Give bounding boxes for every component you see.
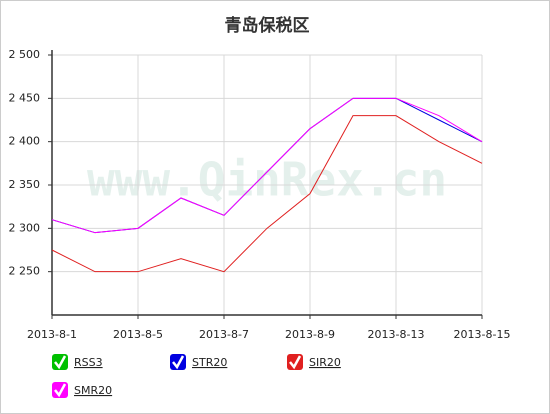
legend-check bbox=[172, 355, 185, 370]
y-tick-label: 2 500 bbox=[9, 48, 41, 61]
legend-check bbox=[54, 355, 67, 370]
legend-item[interactable]: RSS3 bbox=[52, 354, 103, 370]
series-line bbox=[51, 115, 483, 273]
legend-item[interactable]: STR20 bbox=[170, 354, 227, 370]
y-tick-label: 2 250 bbox=[9, 265, 41, 278]
x-tick-label: 2013-8-7 bbox=[199, 328, 249, 341]
y-tick-label: 2 450 bbox=[9, 91, 41, 104]
watermark: www.QinRex.cn bbox=[87, 153, 447, 207]
legend-item[interactable]: SMR20 bbox=[52, 382, 112, 398]
legend-label[interactable]: RSS3 bbox=[74, 356, 103, 369]
y-tick-label: 2 300 bbox=[9, 221, 41, 234]
legend-label[interactable]: SMR20 bbox=[74, 384, 112, 397]
y-tick-label: 2 400 bbox=[9, 135, 41, 148]
y-tick-label: 2 350 bbox=[9, 178, 41, 191]
legend-label[interactable]: SIR20 bbox=[309, 356, 341, 369]
legend-check bbox=[289, 355, 302, 370]
x-tick-label: 2013-8-1 bbox=[27, 328, 77, 341]
x-tick-label: 2013-8-9 bbox=[285, 328, 335, 341]
legend-label[interactable]: STR20 bbox=[192, 356, 227, 369]
legend-check bbox=[54, 383, 67, 398]
x-tick-label: 2013-8-13 bbox=[368, 328, 425, 341]
chart-title: 青岛保税区 bbox=[225, 15, 310, 36]
legend-item[interactable]: SIR20 bbox=[287, 354, 341, 370]
x-tick-label: 2013-8-5 bbox=[113, 328, 163, 341]
x-tick-label: 2013-8-15 bbox=[454, 328, 511, 341]
series-line bbox=[51, 97, 483, 234]
